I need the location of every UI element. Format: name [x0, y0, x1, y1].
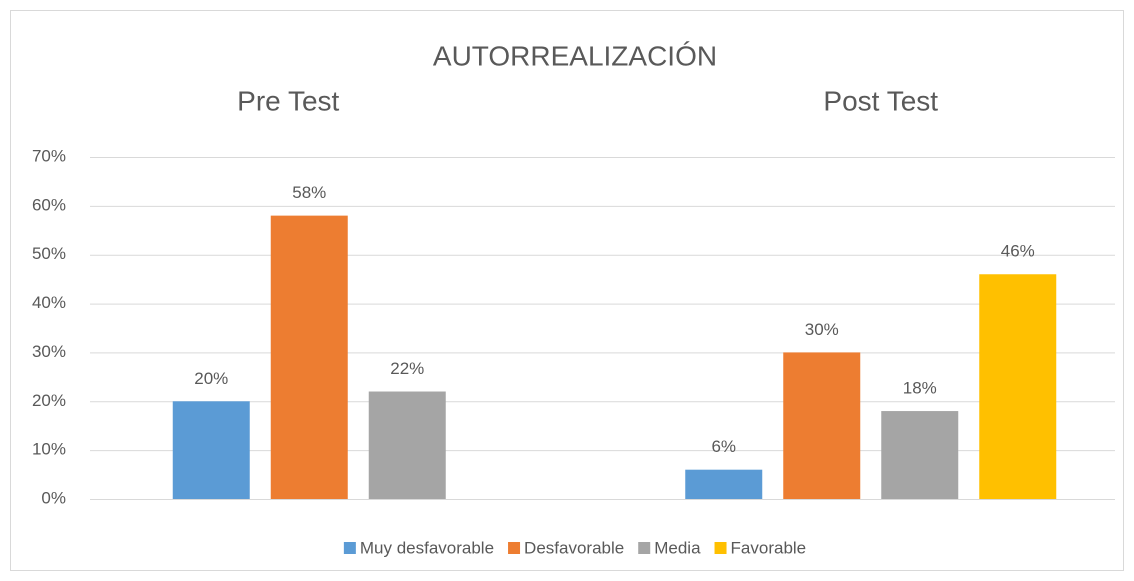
y-tick-label: 50% — [32, 244, 66, 263]
bar — [979, 274, 1057, 499]
y-tick-label: 30% — [32, 342, 66, 361]
data-label: 58% — [292, 183, 326, 202]
legend-swatch — [343, 542, 356, 554]
category-label: Post Test — [823, 85, 938, 116]
category-label: Pre Test — [237, 85, 339, 116]
legend-swatch — [508, 542, 521, 554]
y-tick-label: 10% — [32, 440, 66, 459]
bar — [685, 469, 763, 499]
legend-label: Media — [654, 538, 701, 557]
bar — [270, 215, 348, 499]
bar — [368, 391, 446, 499]
y-tick-label: 0% — [41, 488, 66, 507]
legend-label: Muy desfavorable — [360, 538, 494, 557]
y-tick-label: 20% — [32, 391, 66, 410]
data-label: 20% — [194, 369, 228, 388]
data-label: 6% — [711, 437, 736, 456]
legend-label: Desfavorable — [524, 538, 624, 557]
legend-swatch — [638, 542, 651, 554]
data-label: 22% — [390, 359, 424, 378]
legend-label: Favorable — [731, 538, 807, 557]
y-tick-label: 60% — [32, 195, 66, 214]
bar — [783, 352, 861, 499]
data-label: 30% — [805, 320, 839, 339]
y-tick-label: 40% — [32, 293, 66, 312]
bar — [172, 401, 250, 499]
bar — [881, 411, 959, 499]
data-label: 46% — [1001, 242, 1035, 261]
y-tick-label: 70% — [32, 146, 66, 165]
legend-swatch — [714, 542, 727, 554]
chart-title: AUTORREALIZACIÓN — [433, 40, 717, 71]
data-label: 18% — [903, 379, 937, 398]
